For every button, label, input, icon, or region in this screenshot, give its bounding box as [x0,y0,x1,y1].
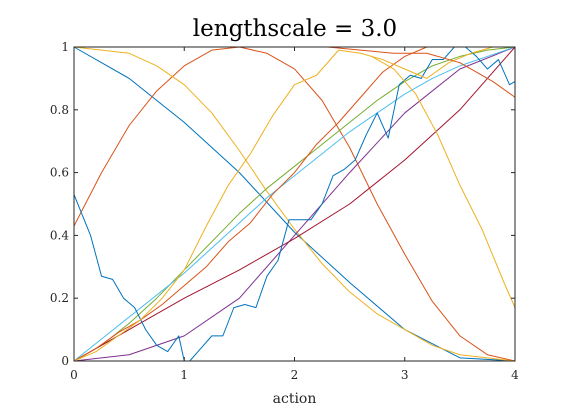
y-tick-label: 0.2 [50,291,69,305]
x-tick-label: 1 [180,368,188,382]
x-tick-label: 4 [511,368,519,382]
y-tick-label: 0.8 [50,103,69,117]
y-tick-label: 1 [61,40,69,54]
series-line-5 [73,46,516,362]
y-tick-label: 0.4 [50,228,69,242]
series-line-6 [73,46,516,362]
series-line-12 [371,55,516,309]
ticks-layer: 0 1 2 3 4 0 0.2 0.4 0.6 0.8 1 [50,40,519,382]
x-tick-label: 0 [70,368,78,382]
series-line-3 [73,46,516,362]
series-line-10 [73,46,516,362]
series-line-8 [73,46,516,362]
chart-title: lengthscale = 3.0 [193,16,397,42]
x-tick-label: 2 [291,368,299,382]
y-tick-label: 0.6 [50,166,69,180]
series-layer [73,46,516,362]
x-tick-label: 3 [401,368,409,382]
x-axis-label: action [273,391,317,407]
series-line-7 [73,46,516,362]
y-tick-label: 0 [61,354,69,368]
series-line-2 [73,46,516,362]
series-line-4 [73,46,516,362]
series-line-11 [327,46,516,98]
